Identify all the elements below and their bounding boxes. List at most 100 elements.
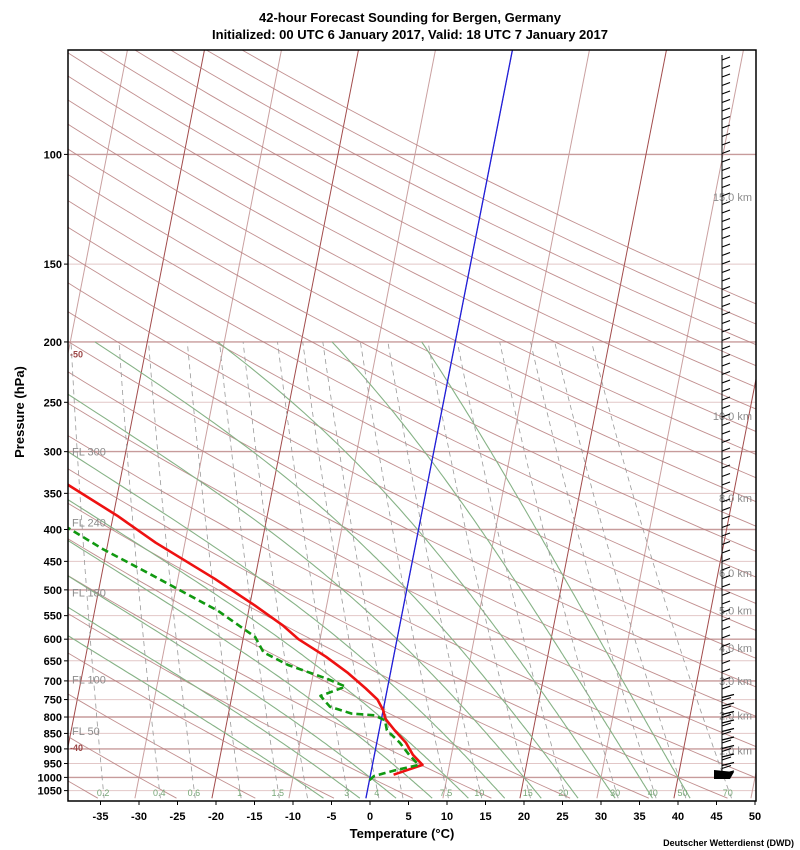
- isotherm: [68, 50, 205, 750]
- dry-adiabat: [68, 613, 413, 799]
- wind-barb: [721, 192, 731, 197]
- zero-isotherm-line: [365, 50, 514, 799]
- height-label: 10.0 km: [713, 411, 752, 423]
- wind-barb: [721, 353, 731, 359]
- wind-barb: [721, 719, 735, 724]
- dry-adiabat: [68, 693, 256, 799]
- mixing-ratio-line: [360, 341, 449, 799]
- dry-adiabat: [68, 652, 335, 799]
- wind-barb: [721, 64, 731, 70]
- wind-barb: [721, 506, 731, 512]
- wind-barb: [721, 345, 731, 350]
- flight-level-label: FL 240: [72, 518, 106, 530]
- mixing-ratio-line: [387, 341, 483, 799]
- wind-barb: [721, 328, 731, 333]
- height-label: 5.0 km: [719, 606, 752, 618]
- dry-adiabat: [68, 502, 649, 799]
- wind-barb: [721, 617, 731, 622]
- wind-barb: [721, 464, 731, 469]
- y-tick-label: 150: [44, 259, 62, 271]
- mixing-ratio-line: [148, 341, 196, 799]
- isotherm: [750, 769, 756, 799]
- wind-barb: [721, 549, 731, 554]
- x-tick-label: 30: [595, 811, 607, 823]
- wind-barb: [721, 396, 731, 401]
- dry-adiabat: [68, 538, 571, 799]
- isotherm: [134, 50, 282, 799]
- wind-barb: [721, 713, 732, 719]
- y-tick-label: 750: [44, 695, 62, 707]
- dry-adiabat: [68, 173, 756, 527]
- y-tick-label: 450: [44, 556, 62, 568]
- wind-barb: [721, 81, 731, 87]
- wind-barb: [721, 107, 731, 112]
- wind-barb: [721, 379, 731, 384]
- dry-adiabat: [68, 371, 756, 717]
- mixing-ratio-label: 7.5: [440, 788, 453, 798]
- wind-barb: [721, 498, 731, 503]
- y-tick-label: 1050: [38, 786, 62, 798]
- x-tick-label: 15: [479, 811, 491, 823]
- moist-adiabat: [68, 539, 433, 799]
- x-tick-label: 50: [749, 811, 761, 823]
- y-tick-label: 200: [44, 337, 62, 349]
- y-tick-label: 250: [44, 397, 62, 409]
- dry-adiabat: [134, 50, 756, 367]
- wind-barb: [721, 234, 731, 240]
- mixing-ratio-label: 20: [558, 788, 568, 798]
- chart-grid-labels: 0.2 0.4 0.6 1 1.5 3 4 7.5 10 15 20 30 40 50 70 -50 -40 FL…: [70, 192, 752, 798]
- wind-barb: [721, 764, 732, 770]
- wind-barb: [721, 722, 732, 727]
- wind-barb: [721, 413, 731, 418]
- mixing-ratio-line: [554, 341, 687, 799]
- wind-barb: [721, 676, 731, 682]
- wind-barb: [721, 739, 732, 744]
- dewpoint-line: [68, 526, 420, 782]
- wind-barb: [721, 217, 731, 223]
- wind-barb: [721, 523, 731, 529]
- wind-barb: [721, 574, 731, 580]
- wind-barb: [721, 455, 731, 461]
- dry-adiabat: [68, 123, 756, 479]
- mixing-ratio-label: 50: [677, 788, 687, 798]
- mixing-ratio-label: 1.5: [271, 788, 284, 798]
- x-tick-label: 5: [405, 811, 411, 823]
- y-tick-label: 800: [44, 712, 62, 724]
- wind-barb: [721, 583, 731, 588]
- wind-barb: [721, 370, 731, 376]
- wind-barb: [721, 387, 731, 393]
- moist-adiabat: [217, 341, 616, 799]
- wind-barb: [721, 124, 731, 129]
- y-tick-label: 350: [44, 488, 62, 500]
- dry-adiabat: [68, 148, 756, 503]
- wind-barb: [721, 166, 731, 172]
- mixing-ratio-line: [499, 341, 619, 799]
- wind-barb: [721, 600, 731, 605]
- wind-barb: [721, 302, 731, 308]
- height-label: 8.0 km: [719, 493, 752, 505]
- wind-barb: [721, 566, 731, 571]
- mixing-ratio-label: 3: [344, 788, 349, 798]
- dry-adiabat: [241, 50, 756, 305]
- y-tick-label: 600: [44, 634, 62, 646]
- flight-level-label: FL 50: [72, 726, 100, 738]
- wind-barb: [721, 73, 731, 78]
- wind-barb: [721, 141, 731, 146]
- wind-barb: [721, 285, 731, 291]
- mixing-ratio-line: [242, 341, 308, 799]
- dry-adiabat: [68, 75, 756, 432]
- y-tick-label: 700: [44, 676, 62, 688]
- mixing-ratio-line: [186, 341, 242, 799]
- x-tick-label: 35: [633, 811, 645, 823]
- dry-adiabat: [68, 254, 756, 604]
- moist-adiabat: [68, 499, 469, 799]
- flight-level-label: FL 100: [72, 675, 106, 687]
- height-label: 3.0 km: [719, 676, 752, 688]
- dry-adiabat: [98, 50, 756, 388]
- wind-barb: [721, 659, 731, 665]
- wind-barb: [721, 705, 732, 710]
- wind-barb: [721, 362, 731, 367]
- wind-barb: [721, 472, 731, 478]
- wind-barbs: [714, 55, 735, 779]
